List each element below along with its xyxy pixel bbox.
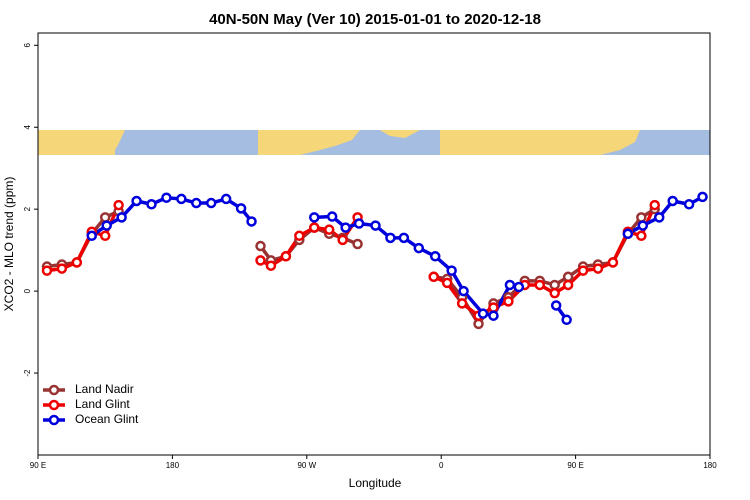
point xyxy=(653,212,665,223)
point xyxy=(326,211,338,222)
point xyxy=(473,318,484,330)
world-map-band xyxy=(38,130,710,155)
x-tick-label: 90 E xyxy=(567,461,583,470)
point xyxy=(131,195,142,207)
point xyxy=(353,218,365,229)
point xyxy=(549,279,560,291)
point xyxy=(370,220,381,231)
point xyxy=(294,230,305,242)
x-axis-label: Longitude xyxy=(349,476,402,490)
point xyxy=(309,222,320,233)
point xyxy=(667,195,678,207)
point xyxy=(161,192,172,203)
point xyxy=(446,265,457,276)
point xyxy=(86,230,98,242)
point xyxy=(385,232,396,244)
point xyxy=(488,302,499,313)
x-tick-label: 0 xyxy=(439,461,444,470)
point xyxy=(113,199,124,211)
point xyxy=(428,271,439,283)
point xyxy=(577,265,589,276)
point xyxy=(99,230,111,242)
point xyxy=(550,300,562,311)
point xyxy=(488,310,499,321)
point xyxy=(458,285,469,297)
legend-label: Land Glint xyxy=(75,397,130,411)
y-tick-label: 6 xyxy=(23,43,32,48)
point xyxy=(562,271,574,283)
legend-marker xyxy=(48,414,60,426)
point xyxy=(309,212,320,223)
point xyxy=(504,279,516,291)
point xyxy=(441,277,453,289)
point xyxy=(697,191,708,203)
point xyxy=(549,287,560,299)
point xyxy=(191,197,202,209)
point xyxy=(513,281,525,293)
series-line xyxy=(46,204,657,318)
point xyxy=(255,255,266,266)
y-tick-label: 4 xyxy=(23,124,32,129)
y-axis-label: XCO2 - MLO trend (ppm) xyxy=(2,177,16,312)
y-tick-label: -2 xyxy=(23,369,32,377)
point xyxy=(176,193,187,205)
point xyxy=(607,257,619,268)
point xyxy=(56,263,68,274)
point xyxy=(413,242,425,254)
point xyxy=(636,212,647,223)
legend-label: Land Nadir xyxy=(75,382,134,396)
x-tick-label: 90 E xyxy=(30,461,46,470)
point xyxy=(220,193,232,205)
point xyxy=(636,230,647,242)
point xyxy=(337,234,348,246)
point xyxy=(265,260,277,271)
chart-title: 40N-50N May (Ver 10) 2015-01-01 to 2020-… xyxy=(209,11,541,28)
point xyxy=(592,263,604,274)
point xyxy=(323,224,335,235)
legend-label: Ocean Glint xyxy=(75,412,139,426)
point xyxy=(683,199,695,210)
point xyxy=(562,279,574,291)
point xyxy=(477,308,489,319)
x-tick-label: 90 W xyxy=(297,461,316,470)
point xyxy=(429,251,441,262)
y-tick-label: 2 xyxy=(23,206,32,211)
point xyxy=(398,232,410,244)
point xyxy=(116,212,127,223)
plot-frame xyxy=(37,32,711,456)
legend-marker xyxy=(48,399,60,411)
point xyxy=(622,228,634,240)
point xyxy=(340,222,351,233)
point xyxy=(352,238,363,250)
legend-marker xyxy=(48,384,60,396)
point xyxy=(235,203,247,214)
x-tick-label: 180 xyxy=(166,461,180,470)
point xyxy=(41,265,53,276)
point xyxy=(205,197,217,209)
point xyxy=(99,212,111,223)
point xyxy=(280,251,292,262)
point xyxy=(255,240,266,252)
y-tick-label: 0 xyxy=(23,288,32,293)
point xyxy=(456,298,468,309)
point xyxy=(503,296,514,307)
x-tick-label: 180 xyxy=(703,461,717,470)
point xyxy=(534,279,546,291)
point xyxy=(101,220,112,231)
point xyxy=(649,199,660,211)
point xyxy=(246,216,257,227)
point xyxy=(71,257,83,268)
point xyxy=(146,199,157,210)
point xyxy=(561,314,572,326)
point xyxy=(637,220,649,231)
